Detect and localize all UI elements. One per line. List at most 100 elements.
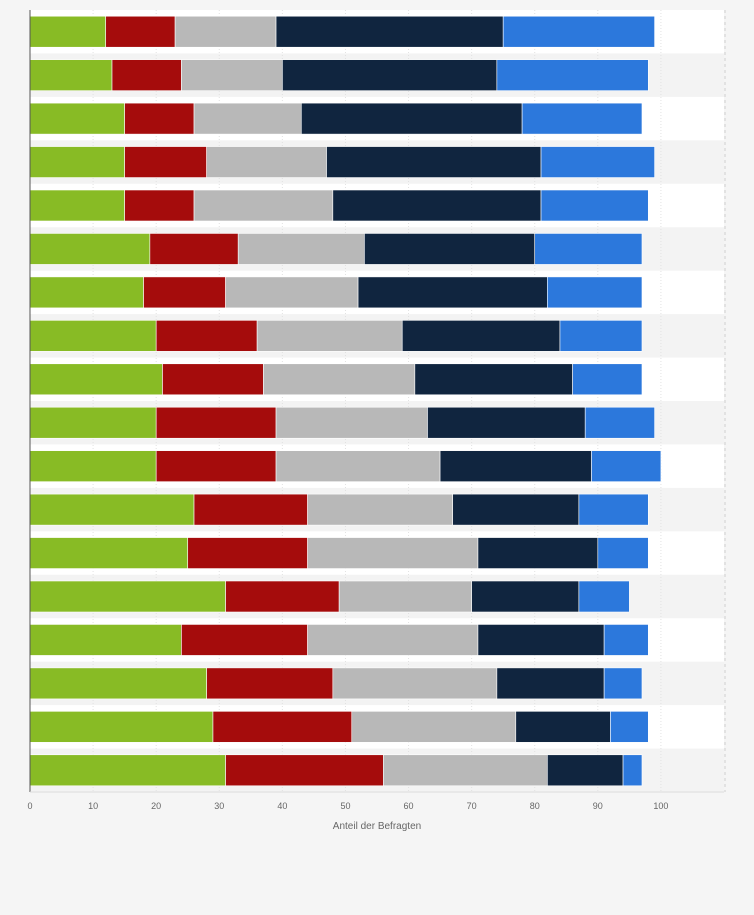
- x-axis: 0 10 20 30 40 50 60 70 80 90 100: [27, 10, 724, 811]
- bar-segment: [181, 59, 283, 91]
- bar-segment: [622, 754, 643, 787]
- bar-segment: [603, 624, 649, 656]
- bar-segment: [427, 406, 586, 439]
- bar-segment: [29, 276, 144, 309]
- bar-segment: [174, 15, 277, 48]
- bar-segment: [193, 493, 308, 526]
- bar-segment: [29, 233, 151, 265]
- bar-segment: [29, 363, 163, 396]
- x-tick-label: 20: [151, 801, 161, 811]
- bar-segment: [610, 711, 649, 743]
- bar-segment: [256, 320, 403, 352]
- bar-segment: [143, 276, 226, 309]
- bar-segment: [578, 580, 630, 613]
- bar-segment: [275, 450, 441, 482]
- bar-segment: [521, 102, 643, 135]
- bar-segment: [29, 450, 157, 482]
- bar-segment: [225, 276, 359, 309]
- bar-segment: [29, 102, 125, 135]
- bar-segment: [307, 624, 479, 656]
- bar-segment: [603, 667, 643, 700]
- bar-segment: [559, 320, 643, 352]
- bar-segment: [452, 493, 580, 526]
- bar-segment: [338, 580, 472, 613]
- bar-segment: [471, 580, 580, 613]
- bar-segment: [275, 406, 428, 439]
- bar-segment: [162, 363, 264, 396]
- bar-segment: [572, 363, 643, 396]
- bar-segment: [149, 233, 239, 265]
- bar-segment: [263, 363, 416, 396]
- bar-segment: [225, 580, 340, 613]
- x-tick-label: 40: [277, 801, 287, 811]
- bar-segment: [193, 102, 302, 135]
- bar-segment: [578, 493, 649, 526]
- bar-segment: [111, 59, 182, 91]
- bar-segment: [597, 537, 649, 569]
- bar-segment: [515, 711, 611, 743]
- bar-segment: [502, 15, 655, 48]
- bar-segment: [534, 233, 643, 265]
- bar-segment: [29, 59, 113, 91]
- bar-segment: [307, 537, 479, 569]
- bar-segment: [496, 59, 649, 91]
- bar-segment: [187, 537, 308, 569]
- bar-segment: [29, 146, 125, 178]
- bar-segment: [155, 450, 277, 482]
- bar-segment: [181, 624, 308, 656]
- x-tick-label: 70: [467, 801, 477, 811]
- bar-segment: [124, 146, 207, 178]
- bar-segment: [29, 711, 214, 743]
- bar-segment: [29, 15, 107, 48]
- x-tick-label: 80: [530, 801, 540, 811]
- bar-segment: [383, 754, 548, 787]
- bar-segment: [540, 189, 649, 222]
- bar-segment: [401, 320, 561, 352]
- x-tick-label: 0: [27, 801, 32, 811]
- bar-segment: [225, 754, 384, 787]
- gridlines: [92, 10, 726, 792]
- bar-segment: [332, 667, 498, 700]
- bar-segment: [29, 320, 157, 352]
- bar-segments: [29, 15, 662, 787]
- bar-segment: [237, 233, 365, 265]
- x-tick-label: 90: [593, 801, 603, 811]
- x-tick-label: 50: [340, 801, 350, 811]
- bar-segment: [584, 406, 655, 439]
- bar-segment: [212, 711, 353, 743]
- bar-segment: [414, 363, 573, 396]
- x-tick-label: 60: [404, 801, 414, 811]
- bar-segment: [193, 189, 334, 222]
- bar-segment: [29, 493, 195, 526]
- bar-segment: [547, 276, 643, 309]
- bar-segment: [300, 102, 523, 135]
- bar-segment: [477, 624, 605, 656]
- bar-segment: [29, 406, 157, 439]
- x-tick-label: 10: [88, 801, 98, 811]
- bar-segment: [275, 15, 504, 48]
- bar-segment: [477, 537, 599, 569]
- bar-segment: [439, 450, 592, 482]
- bar-segment: [326, 146, 542, 178]
- bar-segment: [591, 450, 662, 482]
- bar-segment: [496, 667, 605, 700]
- x-tick-label: 100: [653, 801, 668, 811]
- bar-segment: [547, 754, 624, 787]
- bar-segment: [206, 146, 327, 178]
- bar-segment: [364, 233, 536, 265]
- bar-segment: [206, 667, 334, 700]
- bar-segment: [29, 537, 189, 569]
- bar-segment: [155, 406, 277, 439]
- bar-segment: [29, 624, 182, 656]
- bar-segment: [307, 493, 454, 526]
- bar-segment: [29, 580, 226, 613]
- bar-segment: [124, 189, 195, 222]
- bar-segment: [332, 189, 542, 222]
- bar-segment: [540, 146, 655, 178]
- x-axis-label: Anteil der Befragten: [333, 821, 421, 832]
- x-tick-label: 30: [214, 801, 224, 811]
- bar-segment: [282, 59, 498, 91]
- bar-segment: [155, 320, 258, 352]
